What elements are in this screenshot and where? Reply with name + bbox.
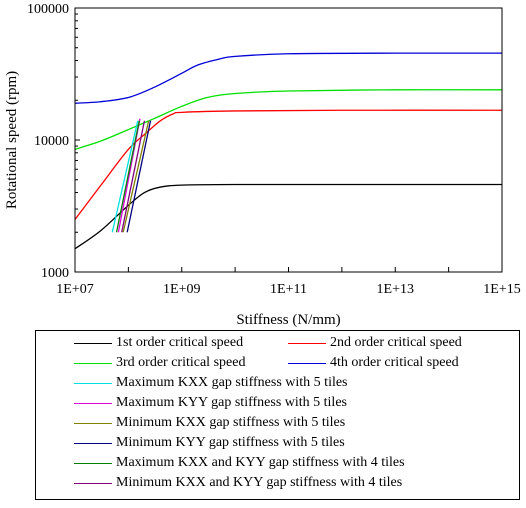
legend-label: Minimum KXX gap stiffness with 5 tiles <box>116 415 346 430</box>
series-line-1 <box>74 183 502 250</box>
series-line-2 <box>74 109 503 220</box>
legend-swatch <box>74 482 112 484</box>
legend-item: 2nd order critical speed <box>288 333 462 353</box>
legend-swatch <box>288 342 326 344</box>
x-tick-label: 1E+11 <box>270 282 307 297</box>
legend-item: Minimum KXX gap stiffness with 5 tiles <box>74 413 345 433</box>
legend-item: 3rd order critical speed <box>74 353 245 373</box>
legend-swatch <box>74 362 112 364</box>
y-axis-label: Rotational speed (rpm) <box>4 71 20 209</box>
axis-ticks-group: 1E+07 1E+09 1E+11 1E+13 1E+15 1000 10000 100000 <box>27 2 521 297</box>
legend-swatch <box>74 342 112 344</box>
series-line-7 <box>122 120 150 233</box>
legend-item: 4th order critical speed <box>288 353 459 373</box>
legend: 1st order critical speed 2nd order critic… <box>35 330 520 500</box>
legend-label: Maximum KXX and KYY gap stiffness with 4… <box>116 455 405 470</box>
series-line-10 <box>121 120 146 233</box>
legend-item: Maximum KYY gap stiffness with 5 tiles <box>74 393 347 413</box>
series-line-9 <box>115 120 140 233</box>
x-tick-label: 1E+07 <box>56 282 93 297</box>
legend-label: 1st order critical speed <box>116 335 244 350</box>
series-line-3 <box>74 89 503 150</box>
legend-label: 3rd order critical speed <box>116 355 246 370</box>
legend-item: Minimum KXX and KYY gap stiffness with 4… <box>74 473 402 493</box>
x-tick-label: 1E+13 <box>377 282 414 297</box>
legend-swatch <box>74 462 112 464</box>
plot-area-frame <box>74 7 503 273</box>
legend-swatch <box>288 362 326 364</box>
series-line-5 <box>111 120 139 233</box>
legend-label: Maximum KYY gap stiffness with 5 tiles <box>116 395 347 410</box>
series-line-4 <box>74 52 503 104</box>
legend-item: Minimum KYY gap stiffness with 5 tiles <box>74 433 345 453</box>
x-tick-label: 1E+15 <box>483 282 520 297</box>
series-line-8 <box>126 120 152 233</box>
x-tick-label: 1E+09 <box>163 282 200 297</box>
plot-series-group <box>74 52 503 250</box>
legend-swatch <box>74 422 112 424</box>
legend-swatch <box>74 382 112 384</box>
legend-swatch <box>74 442 112 444</box>
legend-label: Minimum KXX and KYY gap stiffness with 4… <box>116 475 403 490</box>
legend-swatch <box>74 402 112 404</box>
legend-item: 1st order critical speed <box>74 333 243 353</box>
y-tick-label: 1000 <box>41 266 69 281</box>
y-tick-label: 100000 <box>27 2 69 17</box>
legend-label: 4th order critical speed <box>330 355 459 370</box>
x-axis-label: Stiffness (N/mm) <box>236 312 340 328</box>
legend-item: Maximum KXX and KYY gap stiffness with 4… <box>74 453 405 473</box>
legend-label: Maximum KXX gap stiffness with 5 tiles <box>116 375 348 390</box>
legend-label: Minimum KYY gap stiffness with 5 tiles <box>116 435 345 450</box>
legend-item: Maximum KXX gap stiffness with 5 tiles <box>74 373 348 393</box>
y-tick-label: 10000 <box>34 134 69 149</box>
legend-label: 2nd order critical speed <box>330 335 462 350</box>
